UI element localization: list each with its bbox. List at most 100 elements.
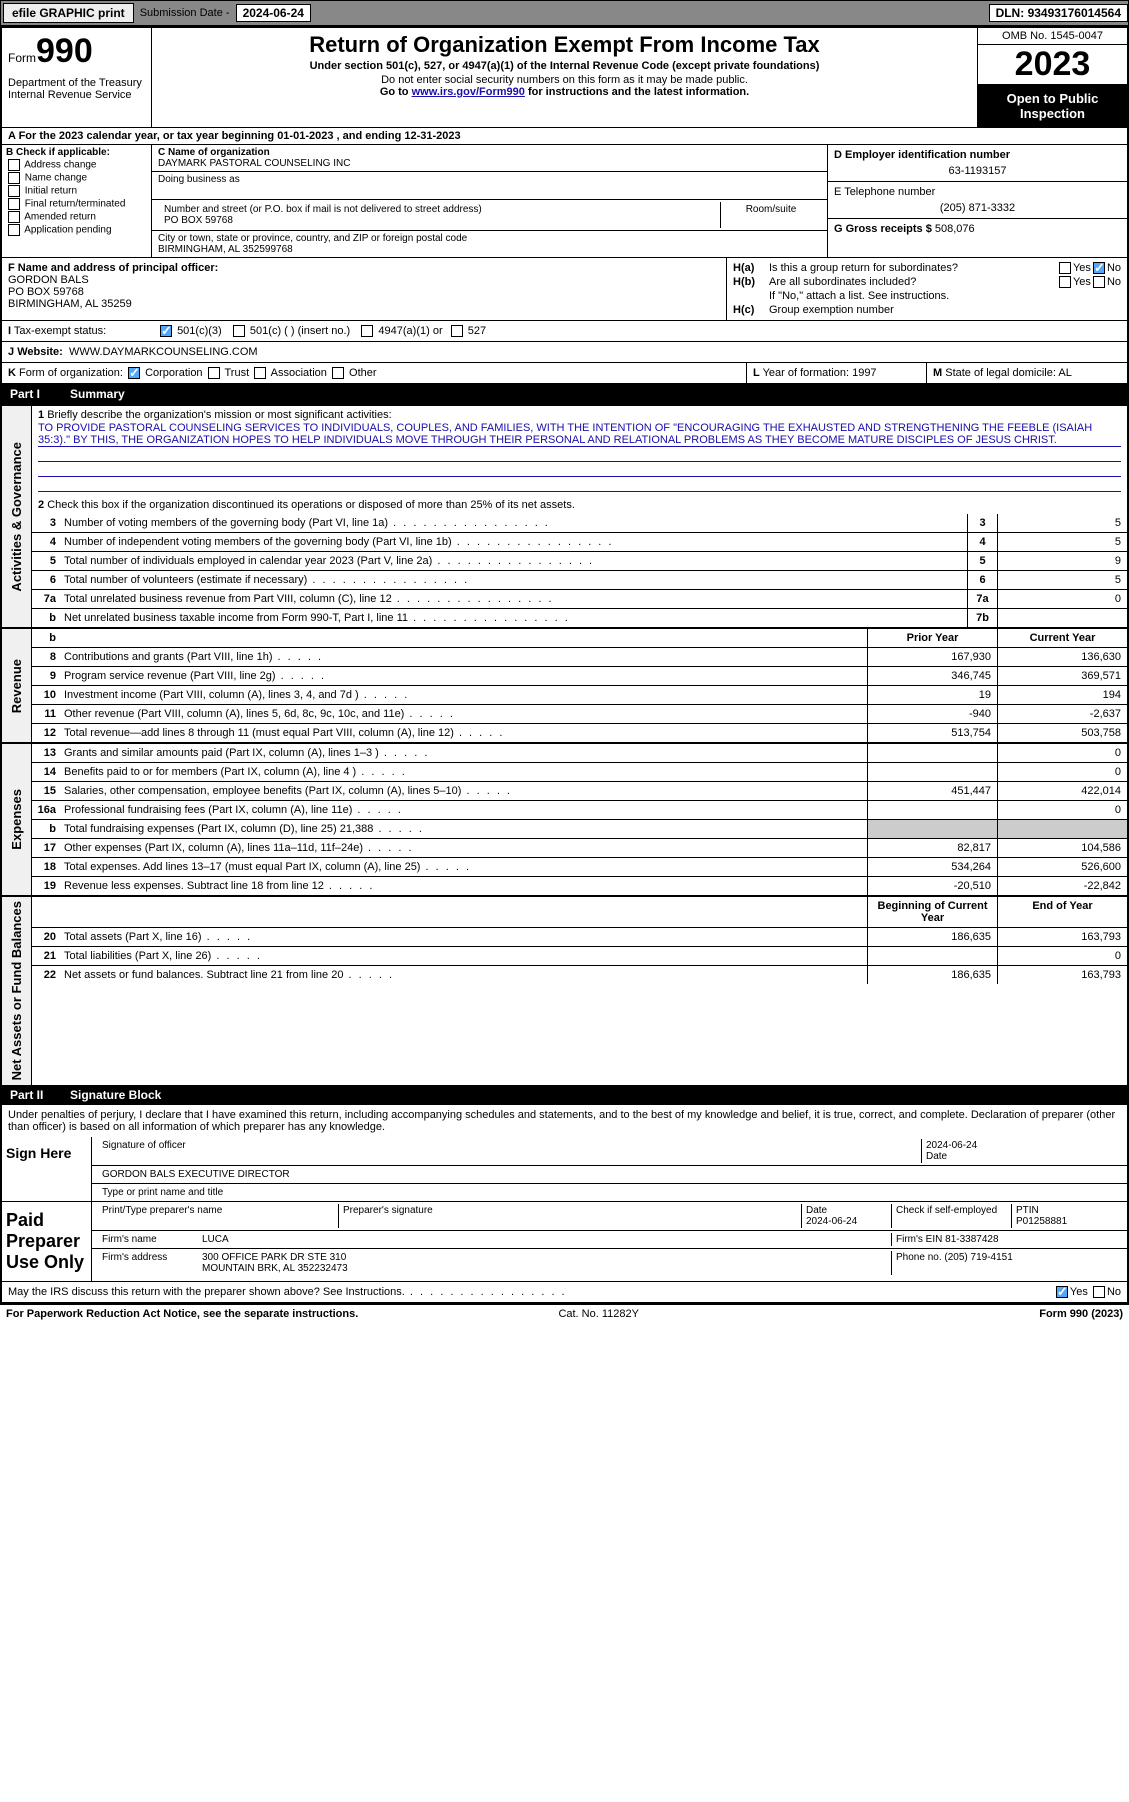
501c-checkbox[interactable] — [233, 325, 245, 337]
prep-date: 2024-06-24 — [806, 1216, 857, 1227]
ha-text: Is this a group return for subordinates? — [769, 262, 1057, 274]
declaration: Under penalties of perjury, I declare th… — [2, 1105, 1127, 1137]
hb-no-checkbox[interactable] — [1093, 276, 1105, 288]
discuss-yes-checkbox[interactable] — [1056, 1286, 1068, 1298]
assoc-checkbox[interactable] — [254, 367, 266, 379]
q2: Check this box if the organization disco… — [47, 499, 575, 511]
street: PO BOX 59768 — [164, 215, 233, 226]
irs-link[interactable]: www.irs.gov/Form990 — [412, 86, 525, 98]
summary-row: 14Benefits paid to or for members (Part … — [32, 763, 1127, 782]
name-label: C Name of organization — [158, 147, 270, 158]
mission-text: TO PROVIDE PASTORAL COUNSELING SERVICES … — [38, 422, 1121, 447]
501c3-checkbox[interactable] — [160, 325, 172, 337]
ha-yes-checkbox[interactable] — [1059, 262, 1071, 274]
summary-row: 16aProfessional fundraising fees (Part I… — [32, 801, 1127, 820]
form-label: Form — [8, 51, 36, 65]
firm-phone: (205) 719-4151 — [944, 1252, 1012, 1263]
firm-ein: 81-3387428 — [945, 1234, 998, 1245]
efile-button[interactable]: efile GRAPHIC print — [3, 3, 134, 23]
summary-row: 11Other revenue (Part VIII, column (A), … — [32, 705, 1127, 724]
checkbox-amended-return[interactable]: Amended return — [6, 211, 147, 223]
summary-row: 6Total number of volunteers (estimate if… — [32, 571, 1127, 590]
self-emp: Check if self-employed — [896, 1205, 997, 1216]
summary-row: 12Total revenue—add lines 8 through 11 (… — [32, 724, 1127, 742]
corp-checkbox[interactable] — [128, 367, 140, 379]
city-label: City or town, state or province, country… — [158, 233, 467, 244]
summary-row: 4Number of independent voting members of… — [32, 533, 1127, 552]
tax-year: 2023 — [978, 45, 1127, 85]
ein-label: D Employer identification number — [834, 149, 1010, 161]
officer-signed: GORDON BALS EXECUTIVE DIRECTOR — [98, 1168, 294, 1181]
ha-no-checkbox[interactable] — [1093, 262, 1105, 274]
paid-preparer: Paid Preparer Use Only — [2, 1202, 92, 1281]
goto-line: Go to www.irs.gov/Form990 for instructio… — [160, 86, 969, 98]
checkbox-initial-return[interactable]: Initial return — [6, 185, 147, 197]
discuss-no-checkbox[interactable] — [1093, 1286, 1105, 1298]
hc-text: Group exemption number — [769, 304, 894, 316]
ha-label: H(a) — [733, 262, 769, 274]
j-label: J — [8, 346, 14, 358]
summary-row: 7aTotal unrelated business revenue from … — [32, 590, 1127, 609]
checkbox-address-change[interactable]: Address change — [6, 159, 147, 171]
summary-row: bTotal fundraising expenses (Part IX, co… — [32, 820, 1127, 839]
org-name: DAYMARK PASTORAL COUNSELING INC — [158, 158, 350, 169]
i-label: I — [8, 325, 11, 337]
sig-date: 2024-06-24 — [926, 1140, 977, 1151]
firm-label: Firm's name — [98, 1233, 198, 1246]
m-label: M — [933, 367, 942, 379]
bocy-hdr: Beginning of Current Year — [867, 897, 997, 927]
website-label: Website: — [17, 346, 63, 358]
omb-number: OMB No. 1545-0047 — [978, 28, 1127, 45]
officer-street: PO BOX 59768 — [8, 286, 84, 298]
officer-label: F Name and address of principal officer: — [8, 262, 218, 274]
open-inspection: Open to Public Inspection — [978, 85, 1127, 127]
4947-checkbox[interactable] — [361, 325, 373, 337]
part1-number: Part I — [10, 387, 70, 401]
trust-checkbox[interactable] — [208, 367, 220, 379]
summary-row: bNet unrelated business taxable income f… — [32, 609, 1127, 627]
firm-name: LUCA — [198, 1233, 891, 1246]
part1-title: Summary — [70, 387, 125, 401]
part2-title: Signature Block — [70, 1088, 161, 1102]
gross-receipts: 508,076 — [935, 223, 975, 235]
room-label: Room/suite — [721, 202, 821, 228]
k-label: K — [8, 367, 16, 379]
checkbox-name-change[interactable]: Name change — [6, 172, 147, 184]
summary-row: 19Revenue less expenses. Subtract line 1… — [32, 877, 1127, 895]
paperwork-notice: For Paperwork Reduction Act Notice, see … — [6, 1308, 358, 1320]
submission-date: 2024-06-24 — [236, 4, 311, 22]
year-formed: 1997 — [852, 367, 876, 379]
ein: 63-1193157 — [834, 161, 1121, 177]
527-checkbox[interactable] — [451, 325, 463, 337]
checkbox-application-pending[interactable]: Application pending — [6, 224, 147, 236]
form-subtitle: Under section 501(c), 527, or 4947(a)(1)… — [160, 60, 969, 72]
officer-name: GORDON BALS — [8, 274, 89, 286]
prior-year-hdr: Prior Year — [867, 629, 997, 647]
vlabel-expenses: Expenses — [7, 785, 26, 854]
hb-yes-checkbox[interactable] — [1059, 276, 1071, 288]
other-checkbox[interactable] — [332, 367, 344, 379]
hc-label: H(c) — [733, 304, 769, 316]
summary-row: 10Investment income (Part VIII, column (… — [32, 686, 1127, 705]
cat-no: Cat. No. 11282Y — [558, 1308, 639, 1320]
form-footer: Form 990 (2023) — [1039, 1308, 1123, 1320]
checkbox-final-return-terminated[interactable]: Final return/terminated — [6, 198, 147, 210]
summary-row: 22Net assets or fund balances. Subtract … — [32, 966, 1127, 984]
phone: (205) 871-3332 — [834, 198, 1121, 214]
form-number: 990 — [36, 32, 93, 70]
summary-row: 15Salaries, other compensation, employee… — [32, 782, 1127, 801]
ssn-note: Do not enter social security numbers on … — [160, 74, 969, 86]
discuss-text: May the IRS discuss this return with the… — [8, 1286, 567, 1298]
ptin: P01258881 — [1016, 1216, 1067, 1227]
officer-city: BIRMINGHAM, AL 35259 — [8, 298, 132, 310]
q1: Briefly describe the organization's miss… — [47, 409, 391, 421]
prep-sig-label: Preparer's signature — [338, 1204, 801, 1228]
submission-label: Submission Date - — [136, 7, 234, 19]
l-label: L — [753, 367, 760, 379]
dln: DLN: 93493176014564 — [989, 4, 1128, 22]
hb-text: Are all subordinates included? — [769, 276, 1057, 288]
summary-row: 3Number of voting members of the governi… — [32, 514, 1127, 533]
street-label: Number and street (or P.O. box if mail i… — [164, 204, 482, 215]
dba-label: Doing business as — [158, 174, 240, 185]
website: WWW.DAYMARKCOUNSELING.COM — [69, 346, 258, 358]
